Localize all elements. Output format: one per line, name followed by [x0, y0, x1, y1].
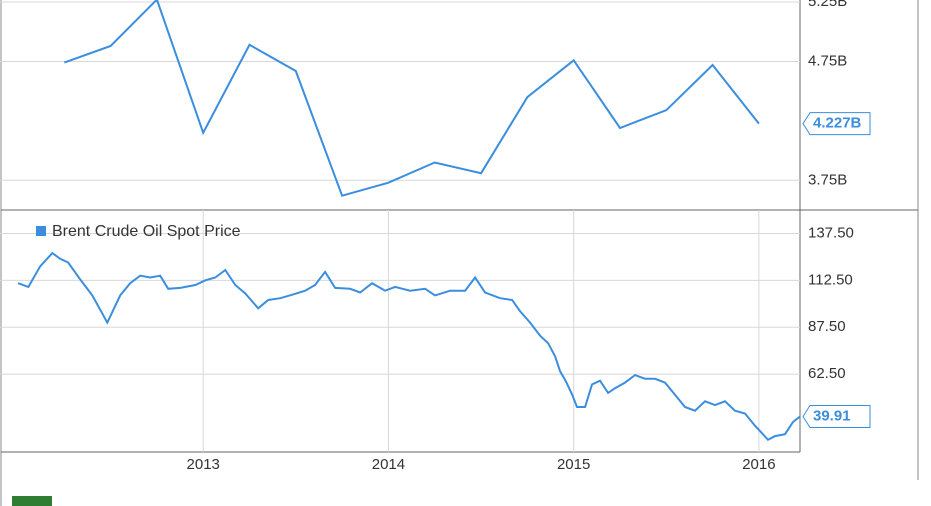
y-tick-label: 62.50	[808, 365, 846, 382]
line	[63, 0, 760, 197]
y-tick-label: 5.25B	[808, 0, 847, 10]
value-label-box	[802, 112, 871, 136]
y-tick-label: 4.75B	[808, 52, 847, 69]
y-tick-label: 3.75B	[808, 171, 847, 188]
value-label: 4.227B	[813, 115, 862, 132]
x-tick-label: 2016	[742, 456, 775, 473]
legend-label: Brent Crude Oil Spot Price	[52, 223, 241, 240]
logo	[12, 496, 52, 506]
line	[17, 251, 801, 442]
y-tick-label: 137.50	[808, 224, 854, 241]
x-tick-label: 2013	[187, 456, 220, 473]
x-tick-label: 2015	[557, 456, 590, 473]
value-label: 39.91	[813, 407, 851, 424]
y-tick-label: 112.50	[808, 271, 853, 288]
x-tick-label: 2014	[372, 456, 405, 473]
y-tick-label: 87.50	[808, 318, 846, 335]
legend-swatch	[36, 226, 46, 236]
value-label-box	[802, 405, 871, 429]
